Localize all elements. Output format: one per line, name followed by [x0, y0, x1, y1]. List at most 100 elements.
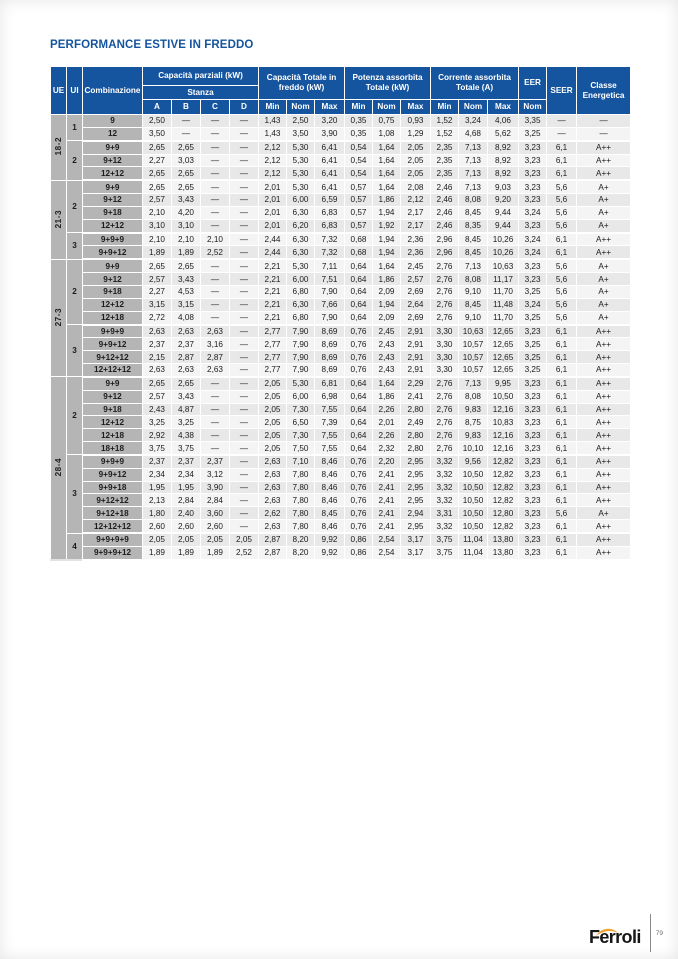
value-cell: 6,1: [546, 532, 578, 547]
value-cell: 5,6: [546, 297, 578, 312]
value-cell: 2,95: [400, 454, 432, 469]
ue-group-label: 21-3: [50, 179, 67, 260]
value-cell: 0,64: [344, 441, 374, 456]
header-ui: UI: [66, 66, 83, 115]
value-cell: A++: [576, 467, 632, 482]
value-cell: —: [200, 272, 230, 286]
value-cell: 4,68: [458, 126, 489, 142]
value-cell: —: [228, 166, 260, 182]
value-cell: 0,76: [344, 454, 374, 469]
value-cell: 7,80: [286, 480, 316, 495]
value-cell: 7,30: [286, 428, 316, 443]
value-cell: 1,29: [400, 126, 432, 142]
value-cell: 5,6: [546, 310, 578, 326]
value-cell: 3,75: [430, 545, 460, 561]
value-cell: 1,08: [372, 126, 402, 142]
value-cell: 9,83: [458, 402, 489, 417]
value-cell: 2,46: [430, 205, 460, 220]
value-cell: 2,44: [258, 245, 288, 261]
value-cell: 5,6: [546, 205, 578, 220]
value-cell: 6,1: [546, 140, 578, 155]
table-row: 28-4 2 9+9 2,65 2,65— —2,05 5,30 6,81 0,64 1,64 2,…: [50, 376, 632, 561]
value-cell: 10,10: [458, 441, 489, 456]
combination-cell: 9+18: [82, 402, 143, 417]
value-cell: —: [200, 166, 230, 182]
value-cell: 1,92: [372, 218, 402, 234]
value-cell: 11,17: [487, 272, 520, 286]
value-cell: 2,57: [400, 272, 432, 286]
value-cell: 2,37: [171, 337, 201, 352]
value-cell: 2,26: [372, 428, 402, 443]
value-cell: 5,6: [546, 193, 578, 207]
value-cell: 1,86: [372, 389, 402, 404]
value-cell: —: [228, 480, 260, 495]
combination-cell: 9+9+18: [82, 480, 143, 495]
table-body: 18-2 1 9 2,50— — —1,43 2,50 3,20 0,35 0,75 0,93 1,5…: [50, 113, 632, 561]
value-cell: 3,20: [314, 114, 346, 128]
performance-table: UE UI Combinazione Capacità parziali (kW…: [50, 66, 632, 561]
combination-cell: 9+12: [82, 193, 143, 207]
value-cell: 2,43: [372, 337, 402, 352]
value-cell: 2,35: [430, 140, 460, 155]
value-cell: 6,1: [546, 454, 578, 469]
value-cell: 12,82: [487, 519, 520, 535]
value-cell: —: [228, 506, 260, 521]
value-cell: 3,30: [430, 363, 460, 378]
table-row: 12+18 2,72 4,08— —2,21 6,80 7,90 0,64 2,09 2,69 2…: [51, 310, 632, 326]
value-cell: 2,41: [400, 389, 432, 404]
value-cell: 6,1: [546, 545, 578, 561]
value-cell: 2,17: [400, 218, 432, 234]
value-cell: 1,64: [372, 376, 402, 391]
header-room-a: A: [142, 99, 172, 115]
ui-count-label: 4: [66, 532, 83, 561]
table-row: 18+18 3,75 3,75— —2,05 7,50 7,55 0,64 2,32 2,80 2…: [51, 441, 632, 456]
table-row: 9+12+12 2,15 2,87 2,87—2,77 7,90 8,69 0,76 2,43…: [51, 350, 632, 365]
table-row: 9+18 2,43 4,87— —2,05 7,30 7,55 0,64 2,26 2,80 2,…: [51, 402, 632, 417]
value-cell: —: [546, 114, 578, 128]
value-cell: 7,55: [314, 428, 346, 443]
value-cell: 8,69: [314, 337, 346, 352]
ferroli-logo: Ferroli: [589, 927, 641, 948]
value-cell: A++: [576, 140, 632, 155]
value-cell: —: [228, 337, 260, 352]
value-cell: 2,52: [200, 245, 230, 261]
value-cell: 10,50: [458, 506, 489, 521]
value-cell: 2,01: [258, 193, 288, 207]
value-cell: 3,23: [518, 493, 548, 508]
value-cell: —: [228, 205, 260, 220]
value-cell: 3,30: [430, 350, 460, 365]
page-number: 79: [655, 929, 663, 937]
value-cell: 2,43: [142, 402, 172, 417]
value-cell: —: [228, 258, 260, 274]
value-cell: —: [200, 193, 230, 207]
value-cell: 3,17: [400, 532, 432, 547]
ue-group-text: 28-4: [54, 457, 63, 477]
combination-cell: 9+9+9: [82, 232, 143, 247]
value-cell: A+: [576, 272, 632, 286]
value-cell: 7,13: [458, 166, 489, 182]
value-cell: 12,82: [487, 480, 520, 495]
value-cell: 2,60: [142, 519, 172, 535]
value-cell: 8,45: [458, 205, 489, 220]
value-cell: 2,50: [286, 114, 316, 128]
value-cell: 5,30: [286, 179, 316, 195]
value-cell: 2,91: [400, 323, 432, 339]
value-cell: 2,60: [200, 519, 230, 535]
value-cell: —: [228, 232, 260, 247]
value-cell: 9,92: [314, 545, 346, 561]
value-cell: 3,32: [430, 467, 460, 482]
value-cell: 2,54: [372, 532, 402, 547]
header-cap-min: Min: [258, 99, 288, 115]
value-cell: 8,75: [458, 415, 489, 430]
value-cell: 7,90: [286, 363, 316, 378]
value-cell: 7,11: [314, 258, 346, 274]
table-row: 9+18 2,10 4,20— —2,01 6,30 6,83 0,57 1,94 2,17 2,…: [51, 205, 632, 220]
value-cell: 5,6: [546, 218, 578, 234]
value-cell: A++: [576, 363, 632, 378]
table-row: 12+12+12 2,60 2,60 2,60—2,63 7,80 8,46 0,76 2,4…: [51, 519, 632, 535]
value-cell: —: [228, 323, 260, 339]
value-cell: 4,20: [171, 205, 201, 220]
combination-cell: 9+12+18: [82, 506, 143, 521]
value-cell: 3,23: [518, 140, 548, 155]
value-cell: 2,95: [400, 493, 432, 508]
